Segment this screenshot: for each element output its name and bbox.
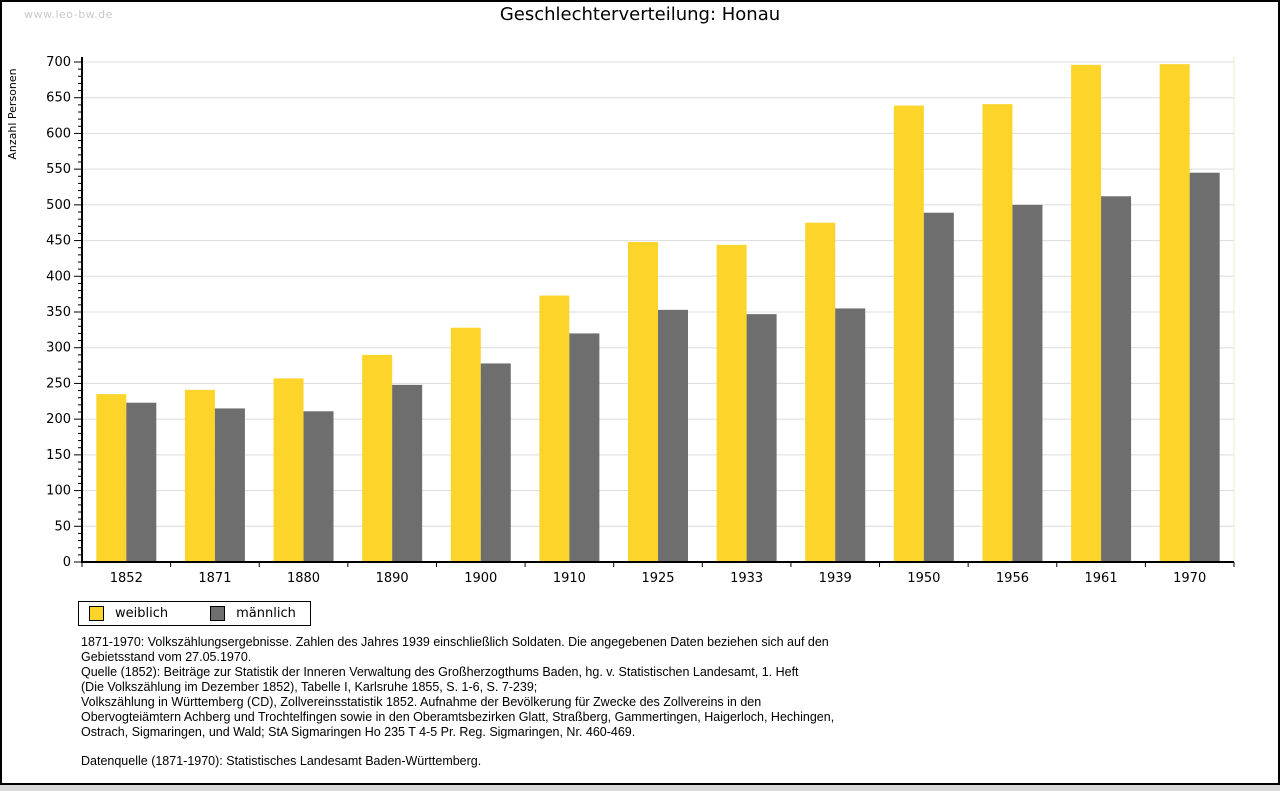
bar-männlich-1900: [480, 363, 511, 562]
legend-swatch-männlich: [210, 606, 226, 621]
y-tick-label: 200: [46, 412, 71, 427]
bar-weiblich-1900: [450, 327, 481, 562]
bar-männlich-1880: [303, 411, 334, 562]
bar-männlich-1961: [1101, 196, 1132, 563]
footnotes: 1871-1970: Volkszählungsergebnisse. Zahl…: [81, 635, 1211, 769]
watermark-leo-bw: www.leo-bw.de: [24, 8, 113, 21]
bar-weiblich-1880: [273, 378, 304, 562]
bar-weiblich-1939: [805, 222, 836, 562]
y-tick-label: 300: [46, 341, 71, 356]
legend-label: männlich: [236, 606, 296, 621]
y-tick-label: 500: [46, 198, 71, 213]
y-tick-label: 600: [46, 126, 71, 141]
x-tick-label: 1871: [198, 571, 231, 586]
y-tick-label: 550: [46, 162, 71, 177]
bar-weiblich-1956: [982, 104, 1013, 563]
y-tick-label: 250: [46, 376, 71, 391]
x-tick-label: 1910: [553, 571, 586, 586]
y-tick-label: 450: [46, 234, 71, 249]
bar-weiblich-1970: [1159, 64, 1190, 562]
x-tick-label: 1970: [1173, 571, 1206, 586]
legend: weiblich männlich: [78, 601, 311, 626]
legend-item-männlich: männlich: [210, 606, 296, 621]
source-notes: 1871-1970: Volkszählungsergebnisse. Zahl…: [81, 635, 835, 739]
bar-weiblich-1925: [628, 242, 658, 562]
x-tick-label: 1961: [1085, 571, 1118, 586]
bar-männlich-1871: [214, 408, 245, 562]
bar-männlich-1890: [392, 384, 423, 562]
page-title: Geschlechterverteilung: Honau: [499, 4, 781, 25]
bar-männlich-1956: [1012, 204, 1043, 562]
bar-männlich-1925: [658, 309, 688, 562]
y-tick-label: 100: [46, 484, 71, 499]
bar-weiblich-1871: [184, 389, 215, 562]
y-axis-title: Anzahl Personen: [6, 68, 19, 159]
bar-männlich-1910: [569, 333, 600, 562]
bar-weiblich-1910: [539, 295, 570, 562]
y-tick-label: 400: [46, 269, 71, 284]
x-tick-label: 1950: [907, 571, 940, 586]
x-tick-label: 1933: [730, 571, 763, 586]
bar-männlich-1950: [923, 212, 954, 562]
bar-männlich-1970: [1189, 172, 1220, 562]
y-tick-label: 700: [46, 55, 71, 70]
chart-canvas: 1852 1871 1880 1890 1900 1910 1925 1933 1939 1950…: [6, 55, 1235, 586]
x-tick-label: 1880: [287, 571, 320, 586]
legend-swatch-weiblich: [89, 606, 104, 621]
legend-label: weiblich: [115, 606, 169, 621]
legend-item-weiblich: weiblich: [89, 606, 168, 621]
x-tick-label: 1939: [819, 571, 852, 586]
window-bottom-shadow: [0, 785, 1280, 791]
bar-weiblich-1961: [1071, 64, 1102, 562]
x-tick-label: 1852: [110, 571, 143, 586]
bar-weiblich-1852: [96, 394, 127, 562]
bar-männlich-1852: [126, 402, 157, 562]
x-tick-label: 1890: [376, 571, 409, 586]
x-tick-label: 1900: [464, 571, 497, 586]
bar-weiblich-1933: [716, 244, 747, 562]
bar-männlich-1933: [746, 314, 777, 562]
bar-weiblich-1890: [362, 354, 393, 562]
y-tick-label: 350: [46, 305, 71, 320]
y-tick-label: 150: [46, 448, 71, 463]
bar-männlich-1939: [835, 308, 866, 562]
y-tick-label: 50: [54, 519, 71, 534]
bar-weiblich-1950: [893, 105, 924, 563]
x-tick-label: 1925: [641, 571, 674, 586]
datasource-note: Datenquelle (1871-1970): Statistisches L…: [81, 754, 482, 768]
y-tick-label: 0: [63, 555, 71, 570]
y-tick-label: 650: [46, 91, 71, 106]
x-tick-label: 1956: [996, 571, 1029, 586]
